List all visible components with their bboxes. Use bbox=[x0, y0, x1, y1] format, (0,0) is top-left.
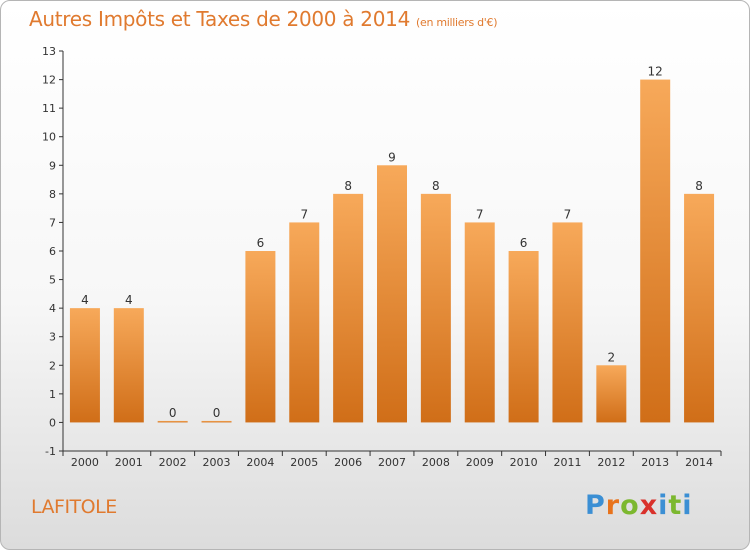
logo-letter: r bbox=[605, 490, 621, 521]
bar bbox=[420, 193, 451, 423]
bar bbox=[245, 251, 276, 423]
bar-value-label: 4 bbox=[125, 293, 133, 307]
y-tick-label: 2 bbox=[49, 359, 56, 372]
y-tick-label: 9 bbox=[49, 159, 56, 172]
y-tick-label: 5 bbox=[49, 274, 56, 287]
bar-value-label: 6 bbox=[520, 236, 528, 250]
proxiti-logo[interactable]: Proxiti bbox=[585, 490, 693, 521]
logo-letter: i bbox=[658, 490, 669, 521]
x-tick-label: 2012 bbox=[597, 456, 625, 469]
bar-value-label: 4 bbox=[81, 293, 89, 307]
chart-title-text: Autres Impôts et Taxes de 2000 à 2014 bbox=[29, 7, 410, 31]
y-tick-label: -1 bbox=[45, 445, 56, 458]
y-tick-label: 4 bbox=[49, 302, 56, 315]
x-tick-label: 2008 bbox=[422, 456, 450, 469]
x-tick-label: 2001 bbox=[115, 456, 143, 469]
x-tick-label: 2007 bbox=[378, 456, 406, 469]
bar-value-label: 8 bbox=[432, 179, 440, 193]
bar bbox=[377, 165, 407, 423]
bar-value-label: 8 bbox=[695, 179, 703, 193]
bar-value-label: 12 bbox=[648, 65, 663, 79]
bar-value-label: 7 bbox=[564, 207, 572, 221]
bar bbox=[333, 193, 364, 423]
bar bbox=[157, 420, 188, 423]
bar bbox=[113, 308, 144, 423]
location-label: LAFITOLE bbox=[31, 496, 117, 518]
bar-value-label: 2 bbox=[608, 350, 616, 364]
bar bbox=[684, 193, 715, 423]
x-tick-label: 2003 bbox=[203, 456, 231, 469]
x-tick-label: 2011 bbox=[553, 456, 581, 469]
bar-value-label: 7 bbox=[476, 207, 484, 221]
logo-letter: P bbox=[585, 490, 606, 521]
x-tick-label: 2006 bbox=[334, 456, 362, 469]
bar bbox=[69, 308, 100, 423]
logo-letter: i bbox=[682, 490, 693, 521]
bar bbox=[640, 79, 671, 423]
bar-value-label: 7 bbox=[300, 207, 308, 221]
logo-letter: o bbox=[620, 490, 640, 521]
chart-bars: 4 4 0 0 6 7 8 9 8 7 6 7 2 12 8 bbox=[69, 65, 715, 423]
bar bbox=[596, 365, 627, 423]
x-tick-label: 2002 bbox=[159, 456, 187, 469]
y-tick-label: 7 bbox=[49, 216, 56, 229]
bar-value-label: 0 bbox=[169, 406, 177, 420]
chart-title: Autres Impôts et Taxes de 2000 à 2014 (en… bbox=[29, 7, 497, 31]
y-tick-label: 8 bbox=[49, 188, 56, 201]
logo-letter: x bbox=[639, 490, 659, 521]
x-tick-label: 2004 bbox=[246, 456, 274, 469]
x-tick-label: 2009 bbox=[466, 456, 494, 469]
bar bbox=[508, 251, 539, 423]
bar-value-label: 9 bbox=[388, 150, 396, 164]
bar bbox=[464, 222, 495, 423]
y-tick-label: 12 bbox=[42, 74, 56, 87]
x-tick-label: 2005 bbox=[290, 456, 318, 469]
logo-letter: t bbox=[668, 490, 683, 521]
bar-value-label: 6 bbox=[257, 236, 265, 250]
y-tick-label: 6 bbox=[49, 245, 56, 258]
y-tick-label: 13 bbox=[42, 45, 56, 58]
y-tick-label: 10 bbox=[42, 131, 56, 144]
bar bbox=[552, 222, 583, 423]
bar-value-label: 8 bbox=[344, 179, 352, 193]
y-tick-label: 3 bbox=[49, 331, 56, 344]
y-tick-label: 1 bbox=[49, 388, 56, 401]
x-tick-label: 2010 bbox=[510, 456, 538, 469]
chart-unit: (en milliers d'€) bbox=[416, 16, 498, 29]
x-tick-label: 2014 bbox=[685, 456, 713, 469]
bar-value-label: 0 bbox=[213, 406, 221, 420]
bar bbox=[289, 222, 320, 423]
y-tick-label: 0 bbox=[49, 416, 56, 429]
x-tick-label: 2000 bbox=[71, 456, 99, 469]
y-tick-label: 11 bbox=[42, 102, 56, 115]
x-tick-label: 2013 bbox=[641, 456, 669, 469]
bar bbox=[201, 420, 232, 423]
